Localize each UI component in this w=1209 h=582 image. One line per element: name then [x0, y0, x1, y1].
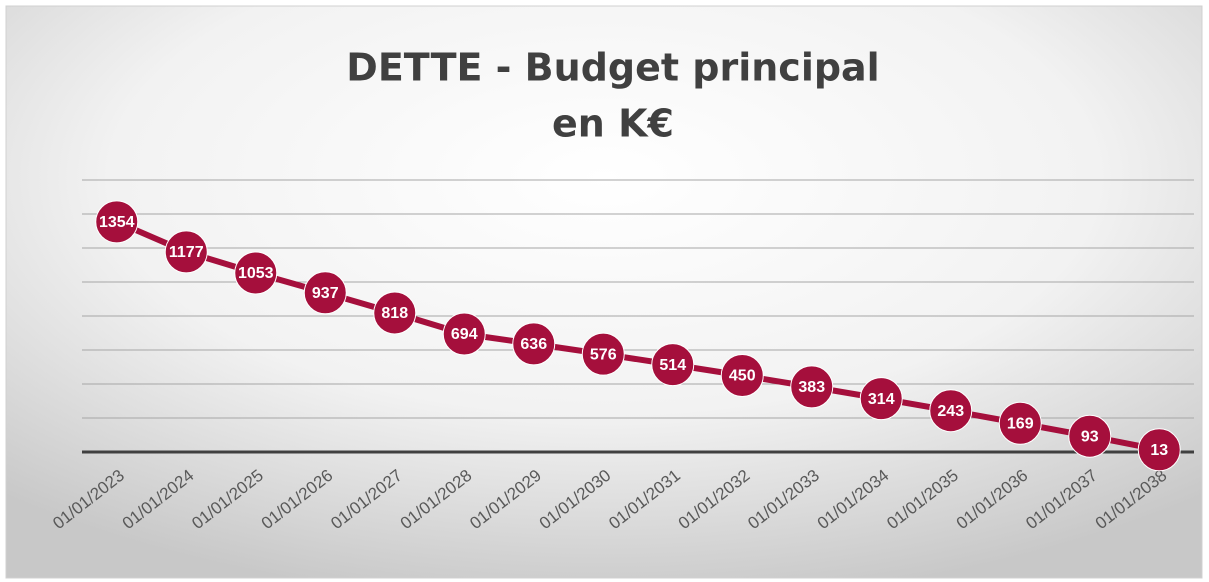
data-point — [859, 377, 903, 421]
data-label: 13 — [1150, 442, 1168, 459]
data-point — [234, 251, 278, 295]
data-label: 514 — [659, 357, 686, 374]
data-label: 169 — [1007, 415, 1034, 432]
data-label: 818 — [381, 305, 408, 322]
data-point — [373, 291, 417, 335]
data-label: 1053 — [238, 265, 274, 282]
data-line — [115, 219, 1160, 453]
data-point — [1068, 414, 1112, 458]
data-label: 383 — [798, 379, 825, 396]
data-point — [95, 200, 139, 244]
data-label: 694 — [451, 326, 478, 343]
data-label: 1177 — [169, 244, 204, 261]
data-label: 450 — [729, 368, 756, 385]
data-label: 636 — [520, 336, 547, 353]
chart-background — [5, 5, 1203, 579]
data-point — [1137, 428, 1181, 472]
data-label: 576 — [590, 346, 617, 363]
data-point — [303, 271, 347, 315]
data-point — [790, 365, 834, 409]
data-label: 1354 — [99, 214, 135, 231]
data-point — [998, 401, 1042, 445]
data-label: 314 — [868, 391, 895, 408]
chart-title: en K€ — [552, 102, 674, 146]
data-point — [720, 354, 764, 397]
chart-title: DETTE - Budget principal — [346, 46, 879, 90]
data-label: 93 — [1081, 428, 1099, 445]
data-point — [581, 332, 625, 376]
data-point — [164, 230, 208, 274]
data-point — [651, 343, 695, 387]
data-label: 243 — [937, 403, 964, 420]
data-label: 937 — [312, 285, 339, 302]
data-point — [929, 389, 973, 433]
data-point — [512, 322, 556, 366]
data-point — [442, 312, 486, 356]
